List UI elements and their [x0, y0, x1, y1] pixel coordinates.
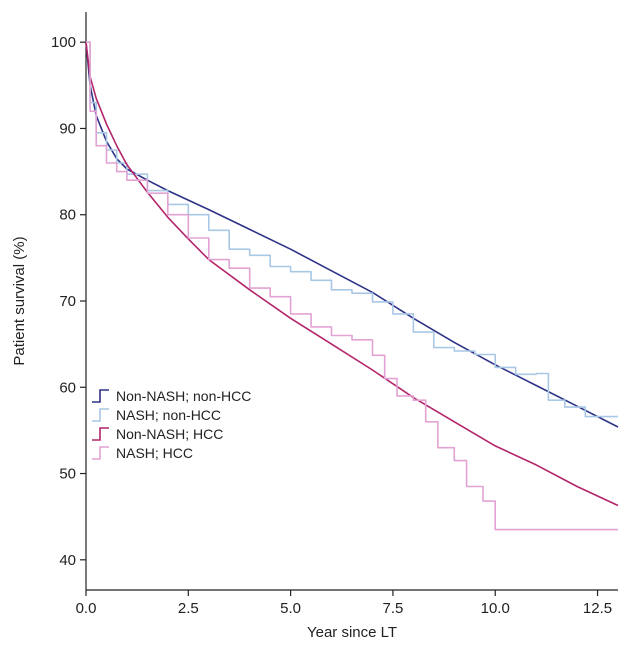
x-ticks: 0.0 2.5 5.0 7.5 10.0 12.5 — [76, 590, 612, 617]
series-lines — [85, 41, 619, 531]
y-axis-title: Patient survival (%) — [11, 236, 28, 365]
y-ticks: 40 50 60 70 80 90 100 — [51, 34, 86, 569]
legend-label: Non-NASH; non-HCC — [116, 388, 251, 404]
y-tick-label: 80 — [59, 207, 76, 224]
x-tick-label: 12.5 — [583, 600, 612, 617]
x-tick-label: 5.0 — [280, 600, 301, 617]
series-line-nash-hcc — [86, 41, 618, 531]
y-tick-label: 60 — [59, 379, 76, 396]
y-tick-label: 50 — [59, 466, 76, 483]
legend-swatch — [92, 427, 109, 441]
legend-label: NASH; HCC — [116, 445, 193, 461]
x-tick-label: 0.0 — [76, 600, 97, 617]
x-tick-label: 7.5 — [382, 600, 403, 617]
y-tick-label: 40 — [59, 552, 76, 569]
legend-label: Non-NASH; HCC — [116, 426, 223, 442]
series-line-nash-non-hcc — [86, 41, 618, 418]
series-line-non-nash-non-hcc — [85, 42, 619, 428]
axes: 0.0 2.5 5.0 7.5 10.0 12.5 40 50 60 70 80 90 100 — [51, 12, 618, 617]
legend-label: NASH; non-HCC — [116, 407, 221, 423]
y-tick-label: 90 — [59, 120, 76, 137]
legend-swatch — [92, 446, 109, 460]
y-tick-label: 100 — [51, 34, 76, 51]
legend-swatch — [92, 389, 109, 403]
y-tick-label: 70 — [59, 293, 76, 310]
legend: Non-NASH; non-HCC NASH; non-HCC Non-NASH; … — [92, 388, 251, 461]
x-tick-label: 10.0 — [481, 600, 510, 617]
x-tick-label: 2.5 — [178, 600, 199, 617]
series-line-non-nash-hcc — [85, 42, 619, 507]
x-axis-title: Year since LT — [307, 624, 397, 641]
legend-swatch — [92, 408, 109, 422]
